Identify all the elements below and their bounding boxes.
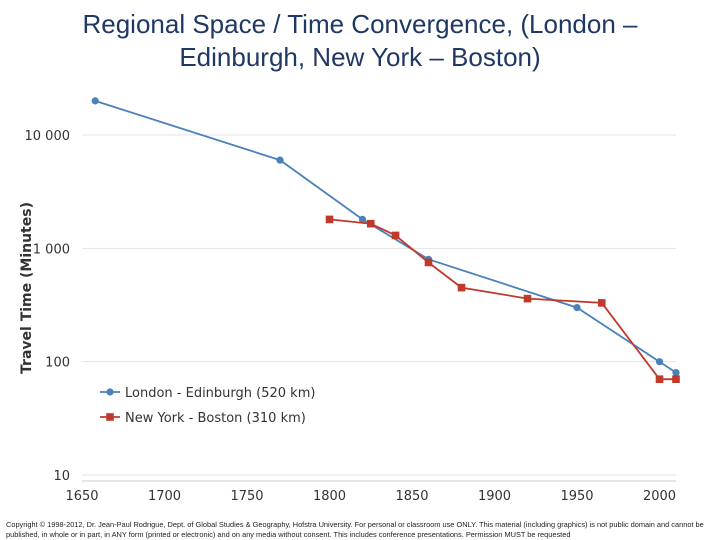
y-tick-label: 10 000	[25, 129, 71, 144]
data-point	[391, 231, 400, 240]
x-tick-label: 1850	[395, 489, 428, 504]
x-tick-label: 2000	[643, 489, 676, 504]
x-tick-label: 1750	[230, 489, 263, 504]
data-point	[597, 299, 606, 307]
x-tick-label: 1650	[65, 489, 98, 504]
x-tick-label: 1800	[313, 489, 346, 504]
data-point	[366, 219, 375, 228]
y-tick-label: 10	[53, 469, 70, 484]
x-tick-label: 1950	[560, 489, 593, 504]
data-point	[573, 303, 581, 312]
legend-label: London - Edinburgh (520 km)	[125, 386, 315, 401]
data-point	[276, 156, 284, 164]
y-axis-label: Travel Time (Minutes)	[19, 202, 35, 374]
data-point	[672, 369, 680, 377]
data-point	[523, 294, 532, 303]
legend-marker	[106, 413, 114, 421]
slide-title: Regional Space / Time Convergence, (Lond…	[0, 8, 720, 74]
series-line-2	[329, 218, 676, 381]
data-point	[672, 375, 680, 384]
series-line-1	[94, 100, 677, 374]
title-line-1: Regional Space / Time Convergence, (Lond…	[82, 9, 638, 39]
y-tick-label: 100	[45, 356, 70, 371]
copyright-notice: Copyright © 1998-2012, Dr. Jean-Paul Rod…	[6, 520, 704, 539]
y-tick-label: 1 000	[33, 242, 70, 257]
x-tick-label: 1700	[148, 489, 181, 504]
data-point	[91, 97, 99, 105]
title-line-2: Edinburgh, New York – Boston)	[179, 42, 541, 72]
x-tick-label: 1900	[478, 489, 511, 504]
data-point	[655, 358, 664, 366]
legend-label: New York - Boston (310 km)	[125, 411, 306, 426]
data-point	[457, 283, 466, 292]
data-point	[325, 215, 334, 224]
legend-marker	[106, 388, 114, 396]
data-point	[358, 215, 367, 224]
data-point	[655, 375, 664, 384]
data-point	[424, 258, 433, 267]
